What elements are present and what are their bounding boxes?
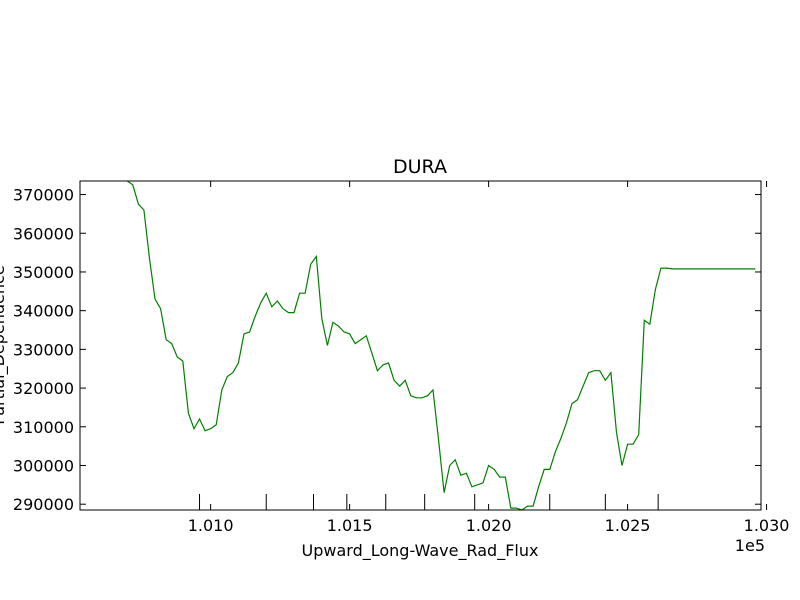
y-tick-label: 370000	[13, 186, 74, 205]
x-tick-label: 1.020	[466, 516, 512, 535]
x-tick-label: 1.030	[744, 516, 790, 535]
y-tick-label: 290000	[13, 495, 74, 514]
x-tick-label: 1.010	[188, 516, 234, 535]
x-axis-label: Upward_Long-Wave_Rad_Flux	[302, 541, 539, 561]
series-line-0	[126, 181, 756, 510]
plot-frame	[79, 180, 762, 511]
x-tick-label: 1.025	[605, 516, 651, 535]
x-offset-label: 1e5	[735, 536, 765, 555]
x-tick-label: 1.015	[327, 516, 373, 535]
y-tick-label: 330000	[13, 340, 74, 359]
y-tick-label: 340000	[13, 302, 74, 321]
y-tick-label: 300000	[13, 456, 74, 475]
y-axis-label: Partial_Dependence	[0, 265, 9, 424]
y-tick-label: 320000	[13, 379, 74, 398]
y-tick-label: 360000	[13, 224, 74, 243]
chart-title: DURA	[393, 156, 447, 178]
y-tick-label: 350000	[13, 263, 74, 282]
y-tick-label: 310000	[13, 418, 74, 437]
